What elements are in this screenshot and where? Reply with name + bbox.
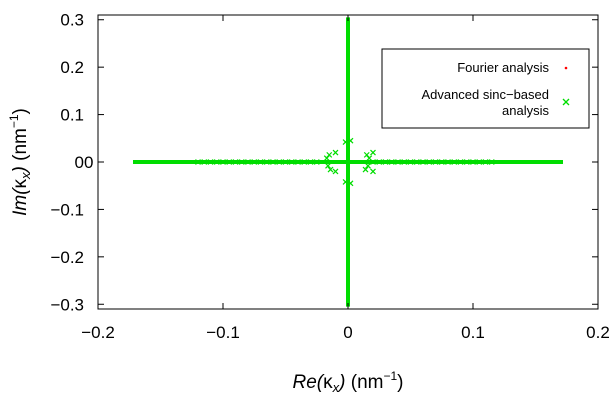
data-point-real [201, 159, 208, 165]
data-point [327, 166, 334, 173]
data-point [347, 137, 354, 144]
y-axis-label-unit: (nm [10, 128, 31, 166]
y-tick-label: 0.3 [60, 11, 84, 30]
data-point-real [226, 159, 233, 165]
data-point [332, 168, 339, 175]
data-point-real [276, 159, 283, 165]
legend-marker-sinc [562, 98, 570, 106]
data-point-real [451, 159, 458, 165]
x-axis-label-symbol: κ [323, 372, 333, 393]
zero-annotation: 0 [84, 153, 93, 172]
data-point-real [426, 159, 433, 165]
y-axis-label-post: ) [10, 166, 31, 174]
data-point-real [470, 159, 476, 165]
x-axis-label-pre: Re( [293, 372, 325, 393]
data-point-real [195, 159, 201, 165]
data-point-real [270, 159, 276, 165]
data-point-real [232, 159, 239, 165]
x-tick-label: 0 [343, 323, 352, 342]
data-point-real [395, 159, 401, 165]
data-point-real [388, 159, 395, 165]
data-point-real [445, 159, 451, 165]
x-tick-label: −0.2 [81, 323, 115, 342]
data-point-real [476, 159, 483, 165]
data-point-real [438, 159, 445, 165]
x-tick-label: 0.2 [586, 323, 610, 342]
data-point-real [245, 159, 251, 165]
series-layer [133, 17, 563, 307]
data-point [365, 162, 371, 169]
data-point-real [463, 159, 470, 165]
data-point [347, 180, 354, 187]
legend: Fourier analysis Advanced sinc−based ana… [381, 48, 590, 129]
x-axis-label-close: ) [397, 372, 403, 393]
data-point [332, 149, 339, 156]
data-point-real [488, 159, 495, 165]
data-point-real [282, 159, 289, 165]
data-point [370, 168, 376, 175]
y-tick-label: −0.2 [50, 248, 84, 267]
x-axis-label-sup: −1 [383, 369, 397, 383]
data-point [362, 166, 369, 173]
x-axis-label-post: ) [337, 372, 345, 393]
data-point-real [420, 159, 426, 165]
data-point-real [413, 159, 420, 165]
y-tick-label: −0.3 [50, 295, 84, 314]
y-axis-label-sup: −1 [7, 114, 21, 128]
data-point-real [220, 159, 226, 165]
data-point [342, 178, 349, 185]
x-axis-label-unit: (nm [345, 372, 383, 393]
data-point-real [432, 159, 439, 165]
data-point [342, 139, 349, 146]
data-point-real [288, 159, 295, 165]
data-point [366, 155, 373, 162]
data-point-real [482, 159, 489, 165]
data-point-real [263, 159, 270, 165]
y-axis-label-sub: x [18, 172, 33, 180]
x-tick-label: −0.1 [206, 323, 240, 342]
legend-label-fourier: Fourier analysis [457, 60, 549, 75]
x-axis-label-sub: x [332, 380, 340, 394]
y-tick-label: 0.1 [60, 106, 84, 125]
data-point-real [313, 159, 320, 165]
data-point-real [295, 159, 301, 165]
legend-box [381, 48, 590, 129]
legend-label-sinc-line1: Advanced sinc−based [421, 87, 549, 102]
data-point-real [457, 159, 464, 165]
y-axis-label-close: ) [10, 108, 31, 114]
data-point [370, 149, 376, 156]
data-point-real [407, 159, 414, 165]
data-point-real [257, 159, 264, 165]
data-point [323, 155, 330, 162]
data-point-real [251, 159, 258, 165]
y-tick-label: 0.2 [60, 58, 84, 77]
data-point-real [382, 159, 389, 165]
legend-marker-fourier [564, 66, 568, 70]
data-point-real [307, 159, 314, 165]
data-point-real [213, 159, 220, 165]
y-tick-label: −0.1 [50, 200, 84, 219]
data-point-real [238, 159, 245, 165]
y-tick-label: 0 [75, 153, 84, 172]
x-tick-label: 0.1 [461, 323, 485, 342]
data-point-real [301, 159, 308, 165]
y-axis-label-symbol: κ [10, 178, 31, 188]
data-point [325, 162, 331, 169]
y-axis-label-pre: Im( [10, 187, 31, 216]
ticks-layer: −0.2 −0.1 0 0.1 0.2 −0.3 −0.2 −0.1 0 0.1 0.2 0.3 [50, 11, 609, 342]
data-point-real [376, 159, 383, 165]
x-axis-label: Re(κx) (nm−1) [293, 369, 404, 394]
legend-label-sinc-line2: analysis [502, 103, 549, 118]
data-point-real [207, 159, 214, 165]
y-axis-label: Im(κx) (nm−1) [7, 108, 33, 216]
data-point-real [401, 159, 408, 165]
